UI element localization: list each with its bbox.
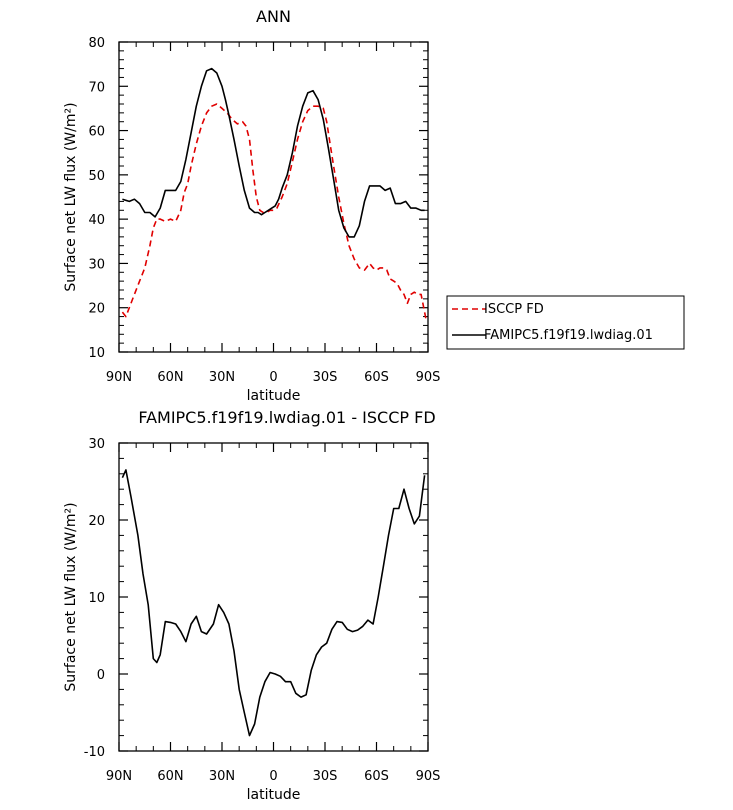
- x-tick-label: 0: [269, 769, 277, 784]
- y-tick-label: 50: [88, 169, 105, 184]
- x-tick-label: 90S: [416, 769, 441, 784]
- plot-frame: [118, 41, 429, 353]
- y-axis-label: Surface net LW flux (W/m²): [63, 102, 79, 291]
- y-tick-label: 20: [88, 302, 105, 317]
- y-tick-label: 60: [88, 125, 105, 140]
- y-tick-label: 10: [88, 591, 105, 606]
- x-tick-label: 60S: [364, 370, 389, 385]
- x-tick-label: 30N: [209, 370, 235, 385]
- plot-frame: [118, 442, 429, 752]
- x-tick-label: 60N: [157, 769, 183, 784]
- x-tick-label: 90N: [106, 370, 132, 385]
- x-tick-label: 30S: [313, 769, 338, 784]
- x-tick-label: 0: [269, 370, 277, 385]
- y-tick-label: 10: [88, 346, 105, 361]
- x-tick-label: 30S: [313, 370, 338, 385]
- y-tick-label: 30: [88, 257, 105, 272]
- chart-title: FAMIPC5.f19f19.lwdiag.01 - ISCCP FD: [138, 408, 435, 427]
- y-tick-label: 80: [88, 36, 105, 51]
- y-tick-label: -10: [84, 745, 105, 760]
- axis-ticks: 90N 60N 30N 0 30S 60S 90S -10 0 10 20 30: [84, 437, 441, 784]
- legend-box: [446, 295, 685, 350]
- y-tick-label: 70: [88, 80, 105, 95]
- x-tick-label: 90S: [416, 370, 441, 385]
- series-line-difference: [121, 469, 426, 737]
- series-line-isccp-fd: [121, 103, 428, 322]
- y-tick-label: 0: [97, 668, 105, 683]
- series-line-famipc5-f19f19-lwdiag-01: [122, 67, 425, 238]
- x-axis-label: latitude: [247, 787, 301, 803]
- top-panel: ANN Surface net LW flux (W/m²) latitude …: [63, 7, 440, 404]
- axis-ticks: 90N 60N 30N 0 30S 60S 90S 10 20 30 40 50 60 70 80: [88, 36, 440, 385]
- x-tick-label: 30N: [209, 769, 235, 784]
- bottom-panel: FAMIPC5.f19f19.lwdiag.01 - ISCCP FD Surf…: [63, 408, 440, 803]
- legend: ISCCP FD FAMIPC5.f19f19.lwdiag.01: [446, 295, 685, 350]
- y-axis-label: Surface net LW flux (W/m²): [63, 502, 79, 691]
- series-lines: [121, 469, 426, 737]
- legend-label-famipc5: FAMIPC5.f19f19.lwdiag.01: [484, 328, 653, 343]
- chart-title: ANN: [256, 7, 291, 26]
- y-tick-label: 30: [88, 437, 105, 452]
- x-tick-label: 90N: [106, 769, 132, 784]
- series-lines: [121, 67, 428, 322]
- x-axis-label: latitude: [247, 388, 301, 404]
- legend-label-isccp: ISCCP FD: [484, 302, 544, 317]
- x-tick-label: 60S: [364, 769, 389, 784]
- y-tick-label: 40: [88, 213, 105, 228]
- y-tick-label: 20: [88, 514, 105, 529]
- x-tick-label: 60N: [157, 370, 183, 385]
